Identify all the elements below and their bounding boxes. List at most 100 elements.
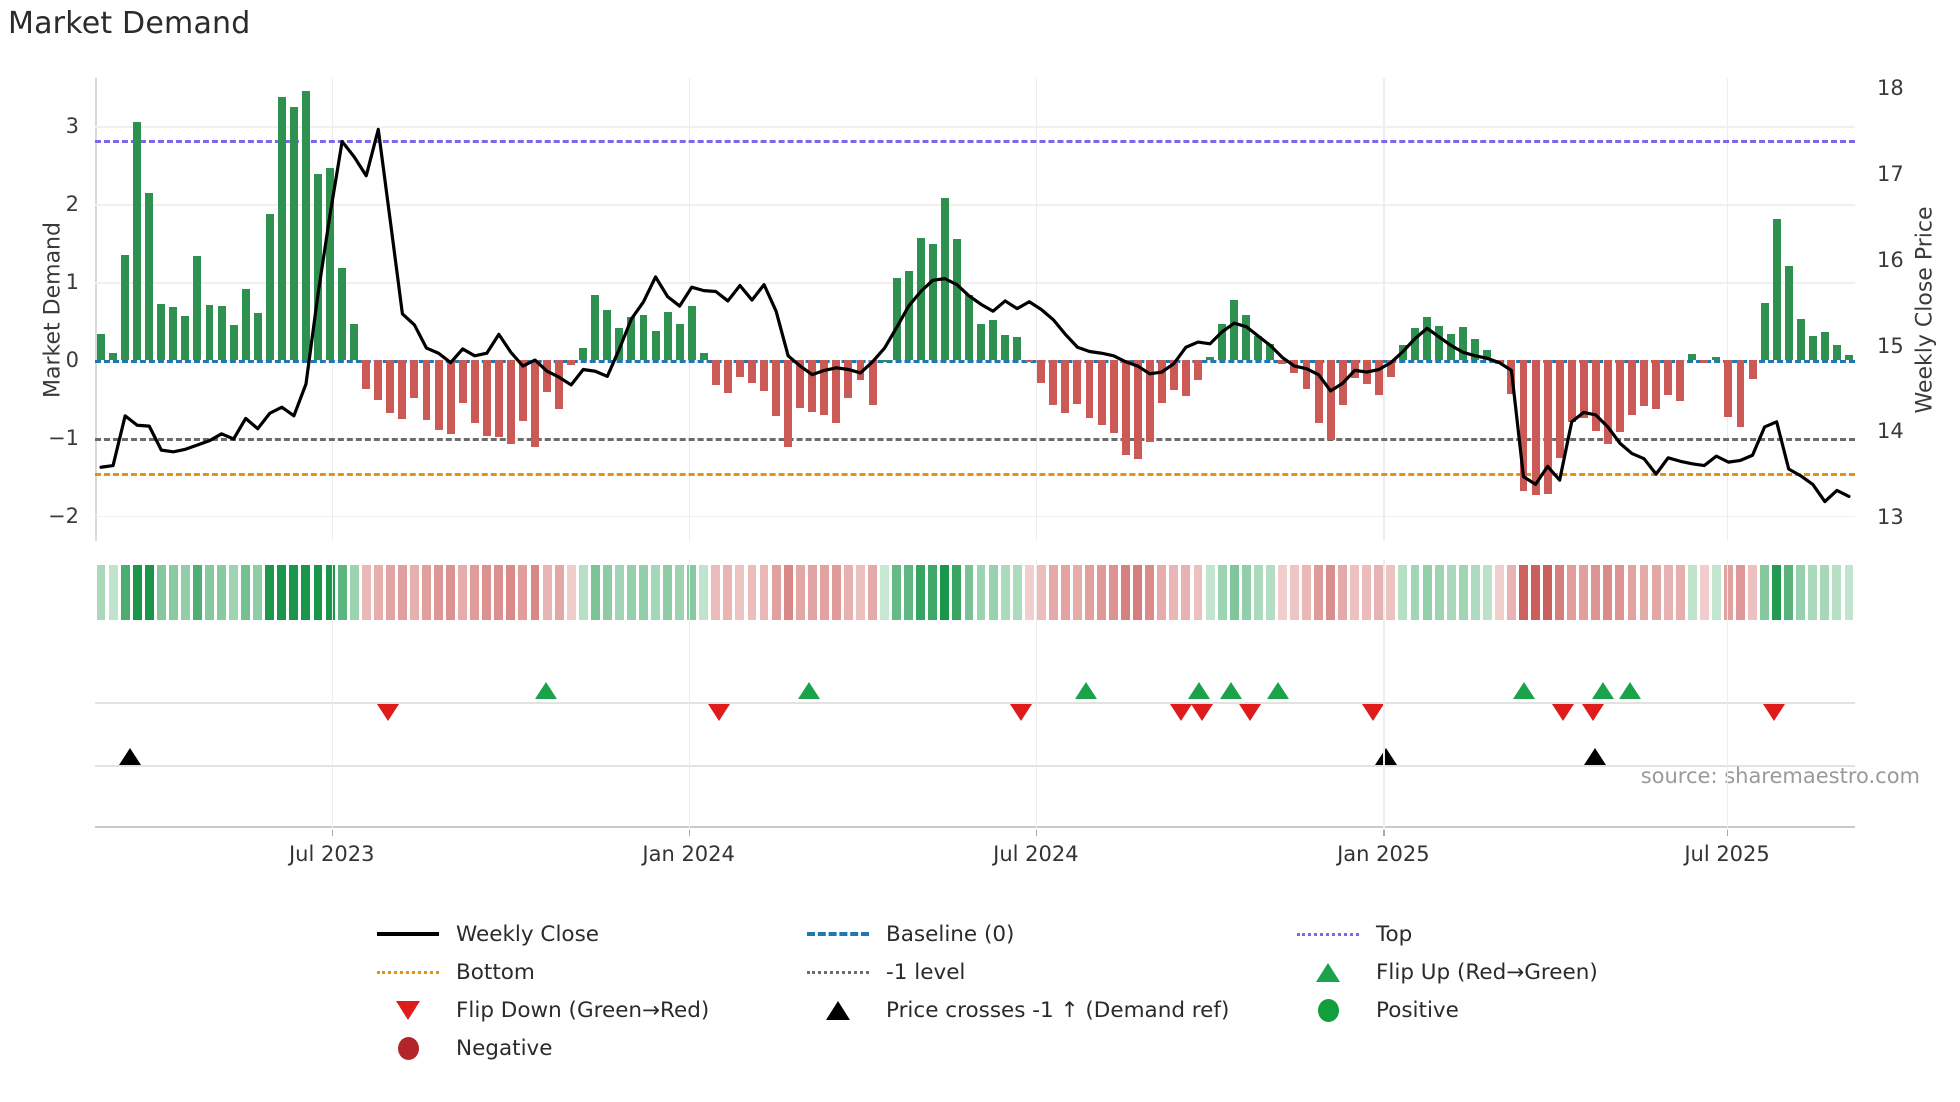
heat-strip-cell [892, 565, 902, 620]
legend-item[interactable]: Flip Up (Red→Green) [1290, 953, 1630, 991]
heat-strip-cell [120, 565, 130, 620]
legend-item[interactable]: Positive [1290, 991, 1630, 1029]
heat-strip-cell [229, 565, 239, 620]
legend-item-label: Top [1376, 921, 1413, 947]
heat-strip-cell [1494, 565, 1504, 620]
price-cross-up-marker [1583, 748, 1606, 765]
heat-strip-cell [807, 565, 817, 620]
demand-bar [1808, 336, 1817, 361]
heat-strip-cell [831, 565, 841, 620]
heat-strip-cell [843, 565, 853, 620]
demand-bar [1567, 360, 1576, 422]
demand-bar [229, 325, 238, 361]
vertical-gridline [1035, 78, 1038, 541]
flip-up-marker [1220, 682, 1243, 699]
demand-bar [1603, 360, 1612, 444]
heat-strip-cell [1543, 565, 1553, 620]
heat-strip-cell [349, 565, 359, 620]
demand-bar [470, 360, 479, 423]
legend-item[interactable]: Price crosses -1 ↑ (Demand ref) [800, 991, 1290, 1029]
heat-strip-cell [976, 565, 986, 620]
demand-bar [1242, 314, 1251, 361]
heat-strip-cell [1687, 565, 1697, 620]
demand-bar [977, 323, 985, 361]
demand-bar [362, 360, 371, 389]
demand-bar [1374, 360, 1383, 396]
heat-strip-cell [1362, 565, 1372, 620]
legend-item-label: Price crosses -1 ↑ (Demand ref) [886, 997, 1230, 1023]
heat-strip-cell [590, 565, 600, 620]
heat-strip-cell [1024, 565, 1034, 620]
demand-bar [1700, 360, 1709, 364]
heat-strip-cell [241, 565, 251, 620]
demand-bar [1736, 360, 1745, 428]
demand-bar [675, 324, 684, 361]
demand-bar [1640, 360, 1649, 407]
heat-strip-cell [795, 565, 805, 620]
demand-bar [1061, 360, 1070, 414]
legend-item-label: Negative [456, 1035, 553, 1061]
demand-bar [760, 360, 769, 391]
heat-strip-cell [96, 565, 106, 620]
demand-bar [1097, 360, 1106, 425]
heat-strip-cell [494, 565, 504, 620]
heat-strip-cell [1482, 565, 1492, 620]
demand-bar [1314, 360, 1323, 424]
demand-bar [735, 360, 744, 377]
demand-bar [410, 360, 419, 399]
dotted-line-icon [377, 970, 439, 974]
heat-strip-cell [964, 565, 974, 620]
flip-down-marker [1009, 704, 1032, 721]
heat-strip-cell [1796, 565, 1806, 620]
demand-bar [350, 323, 359, 361]
flip-up-marker [1266, 682, 1289, 699]
heat-strip-cell [1555, 565, 1565, 620]
left-axis-tick-label: 0 [65, 348, 79, 373]
heat-strip-cell [771, 565, 781, 620]
heat-strip-cell [988, 565, 998, 620]
heat-strip-cell [265, 565, 275, 620]
heat-strip-cell [1808, 565, 1818, 620]
demand-bar [1278, 360, 1287, 365]
demand-bar [687, 306, 696, 361]
legend-item-label: Positive [1376, 997, 1459, 1023]
heat-strip-cell [1145, 565, 1155, 620]
demand-bar [1218, 323, 1227, 361]
heat-strip-cell [1736, 565, 1745, 620]
vertical-gridline [1727, 78, 1729, 541]
legend-item[interactable]: Weekly Close [370, 915, 800, 953]
demand-bar [531, 360, 539, 447]
legend-item[interactable]: Baseline (0) [800, 915, 1290, 953]
demand-bar [808, 360, 817, 413]
demand-bar [1519, 360, 1528, 492]
demand-bar [1121, 360, 1130, 456]
heat-strip-cell [651, 565, 660, 620]
page-title: Market Demand [8, 6, 251, 41]
legend-item[interactable]: Negative [370, 1029, 800, 1067]
right-axis-tick-label: 15 [1877, 333, 1904, 358]
heat-strip-cell [614, 565, 624, 620]
left-axis-label: Market Demand [40, 222, 66, 398]
demand-bar [157, 304, 166, 361]
gridline [95, 282, 1855, 284]
heat-strip-cell [1386, 565, 1396, 620]
demand-bar [723, 360, 732, 393]
legend-item[interactable]: Flip Down (Green→Red) [370, 991, 800, 1029]
heat-strip-cell [1277, 565, 1287, 620]
heat-strip-cell [1410, 565, 1420, 620]
heat-strip-cell [108, 565, 118, 620]
demand-bar [1386, 360, 1395, 377]
heat-strip-cell [506, 565, 516, 620]
legend-item[interactable]: Bottom [370, 953, 800, 991]
legend-item[interactable]: Top [1290, 915, 1630, 953]
right-axis-tick-label: 14 [1877, 419, 1904, 444]
heat-strip-cell [1097, 565, 1107, 620]
legend-item[interactable]: -1 level [800, 953, 1290, 991]
heat-strip-cell [639, 565, 648, 620]
x-axis-tick-label: Jul 2025 [1684, 842, 1770, 866]
heat-strip-cell [626, 565, 636, 620]
heat-strip-cell [1398, 565, 1408, 620]
heat-strip-cell [482, 565, 492, 620]
heat-strip-cell [880, 565, 890, 620]
heat-strip-cell [253, 565, 263, 620]
